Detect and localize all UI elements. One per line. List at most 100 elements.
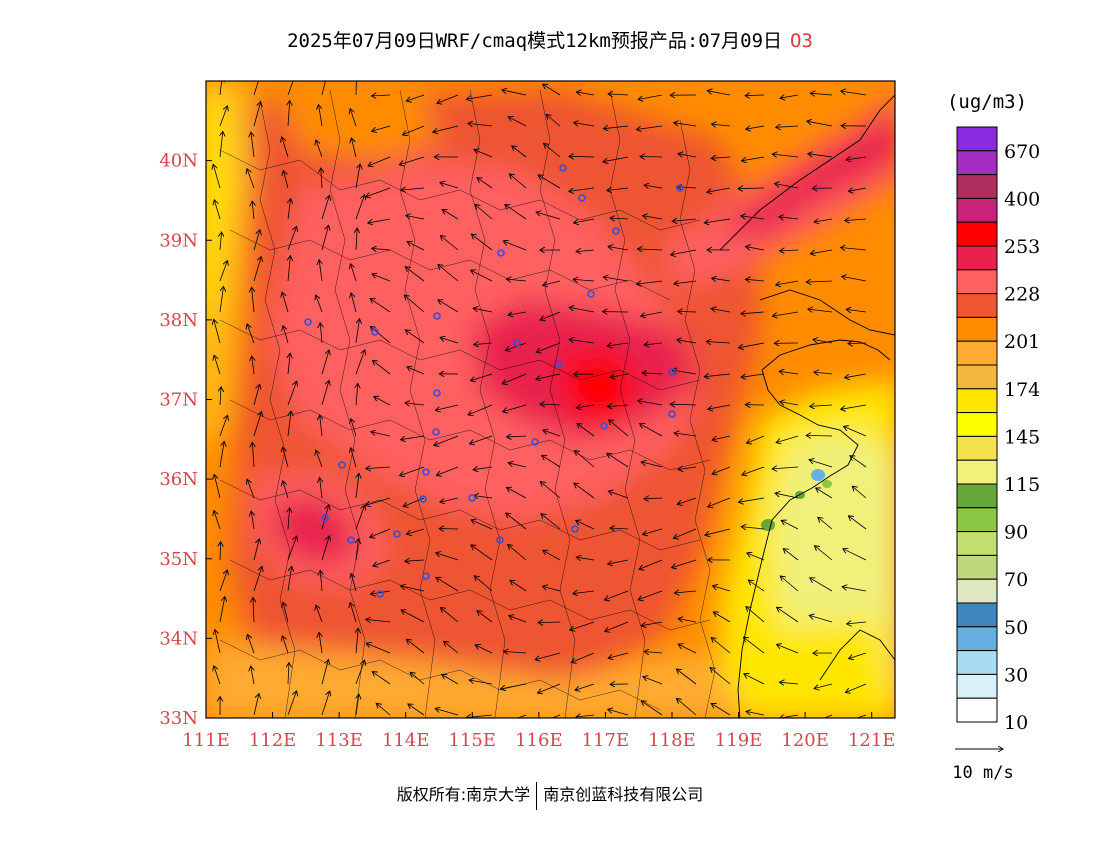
legend-swatch xyxy=(956,340,998,366)
wind-arrow xyxy=(841,248,867,251)
legend-label: 70 xyxy=(1004,569,1028,591)
wind-arrow xyxy=(704,218,731,223)
wind-arrow xyxy=(607,343,629,346)
wind-arrow xyxy=(608,709,629,716)
wind-arrow xyxy=(466,715,493,718)
coastline xyxy=(719,94,895,251)
legend-labels: 670 400 253 228 201 174 145 115 90 70 50 30 10 xyxy=(1004,141,1040,734)
wind-arrow xyxy=(542,586,561,592)
wind-arrow xyxy=(738,497,765,502)
city-marker xyxy=(531,438,539,446)
wind-arrow xyxy=(710,668,731,685)
lat-tick-label: 33N xyxy=(159,708,198,729)
wind-arrow xyxy=(440,236,459,251)
wind-arrow xyxy=(810,405,833,406)
wind-arrow xyxy=(538,683,561,693)
wind-arrow xyxy=(577,424,595,437)
legend-label: 174 xyxy=(1004,379,1040,401)
wind-arrow xyxy=(841,91,867,96)
wind-arrow xyxy=(670,404,697,405)
wind-arrow xyxy=(775,493,799,499)
wind-arrow xyxy=(845,373,867,378)
wind-arrow xyxy=(780,95,799,98)
wind-arrow xyxy=(438,300,459,313)
wind-arrow xyxy=(351,293,357,313)
city-marker xyxy=(321,514,329,522)
wind-arrow xyxy=(287,566,292,592)
wind-arrow xyxy=(849,652,867,659)
wind-arrow xyxy=(575,683,595,690)
wind-arrow xyxy=(810,578,833,592)
wind-arrow xyxy=(535,652,561,660)
wind-arrow xyxy=(408,704,425,716)
wind-arrow xyxy=(288,663,289,685)
city-marker xyxy=(376,590,384,598)
wind-arrow xyxy=(639,559,663,569)
wind-arrow xyxy=(848,343,867,344)
lon-tick-label: 115E xyxy=(449,730,497,751)
city-marker xyxy=(468,494,476,502)
wind-arrow xyxy=(745,95,765,96)
wind-arrow xyxy=(320,415,322,437)
wind-arrow xyxy=(213,164,221,189)
wind-arrow xyxy=(247,634,255,654)
lat-tick-label: 35N xyxy=(159,549,198,570)
wind-arrow xyxy=(253,384,260,406)
wind-arrow xyxy=(253,694,259,716)
wind-arrow xyxy=(220,81,222,96)
wind-arrow xyxy=(365,497,391,505)
wind-arrow xyxy=(405,560,425,561)
wind-arrow xyxy=(573,279,595,281)
wind-arrow xyxy=(372,274,391,282)
wind-arrow xyxy=(544,144,561,158)
wind-arrow xyxy=(350,109,357,127)
wind-arrow xyxy=(356,694,359,716)
longitude-axis: 111E 112E 113E 114E 115E 116E 117E 118E 119E 120E… xyxy=(182,712,895,751)
wind-arrow xyxy=(576,92,595,95)
wind-arrow xyxy=(247,324,255,344)
wind-arrow xyxy=(474,343,493,345)
wind-arrow xyxy=(372,672,391,685)
wind-arrow xyxy=(350,603,357,623)
wind-arrow xyxy=(846,309,867,312)
wind-arrow xyxy=(542,714,561,718)
wind-arrow xyxy=(471,270,493,282)
wind-arrow xyxy=(351,138,357,158)
wind-arrow xyxy=(288,101,290,127)
wind-arrow xyxy=(575,451,595,468)
wind-arrow xyxy=(542,455,561,468)
wind-arrow xyxy=(608,652,629,658)
wind-arrow xyxy=(438,265,459,282)
wind-arrow xyxy=(399,156,425,165)
wind-arrow xyxy=(574,123,595,127)
legend-label: 670 xyxy=(1004,141,1040,163)
wind-arrow xyxy=(637,281,663,284)
wind-arrow xyxy=(672,559,697,568)
wind-arrow xyxy=(319,260,322,282)
wind-arrow xyxy=(780,250,799,251)
wind-arrow xyxy=(540,482,561,499)
wind-arrow xyxy=(368,218,391,223)
wind-arrow xyxy=(433,125,459,132)
wind-arrow xyxy=(855,714,867,718)
wind-arrow xyxy=(738,342,765,348)
city-marker xyxy=(571,525,579,533)
wind-arrow xyxy=(507,436,527,437)
wind-arrow xyxy=(536,342,561,352)
wind-arrow xyxy=(772,467,799,469)
wind-arrow xyxy=(546,115,561,127)
wind-arrow xyxy=(843,549,867,561)
wind-arrow xyxy=(809,460,833,468)
wind-arrow xyxy=(711,704,731,716)
wind-arrow xyxy=(536,373,561,379)
wind-arrow xyxy=(505,342,527,351)
wind-arrow xyxy=(510,580,527,592)
wind-arrow xyxy=(576,521,595,530)
wind-arrow xyxy=(470,373,493,381)
wind-arrow xyxy=(677,497,697,504)
wind-arrow xyxy=(321,81,326,96)
wind-vectors xyxy=(213,81,867,718)
wind-arrow xyxy=(808,154,833,158)
wind-arrow xyxy=(841,404,867,409)
wind-arrow xyxy=(283,326,289,344)
